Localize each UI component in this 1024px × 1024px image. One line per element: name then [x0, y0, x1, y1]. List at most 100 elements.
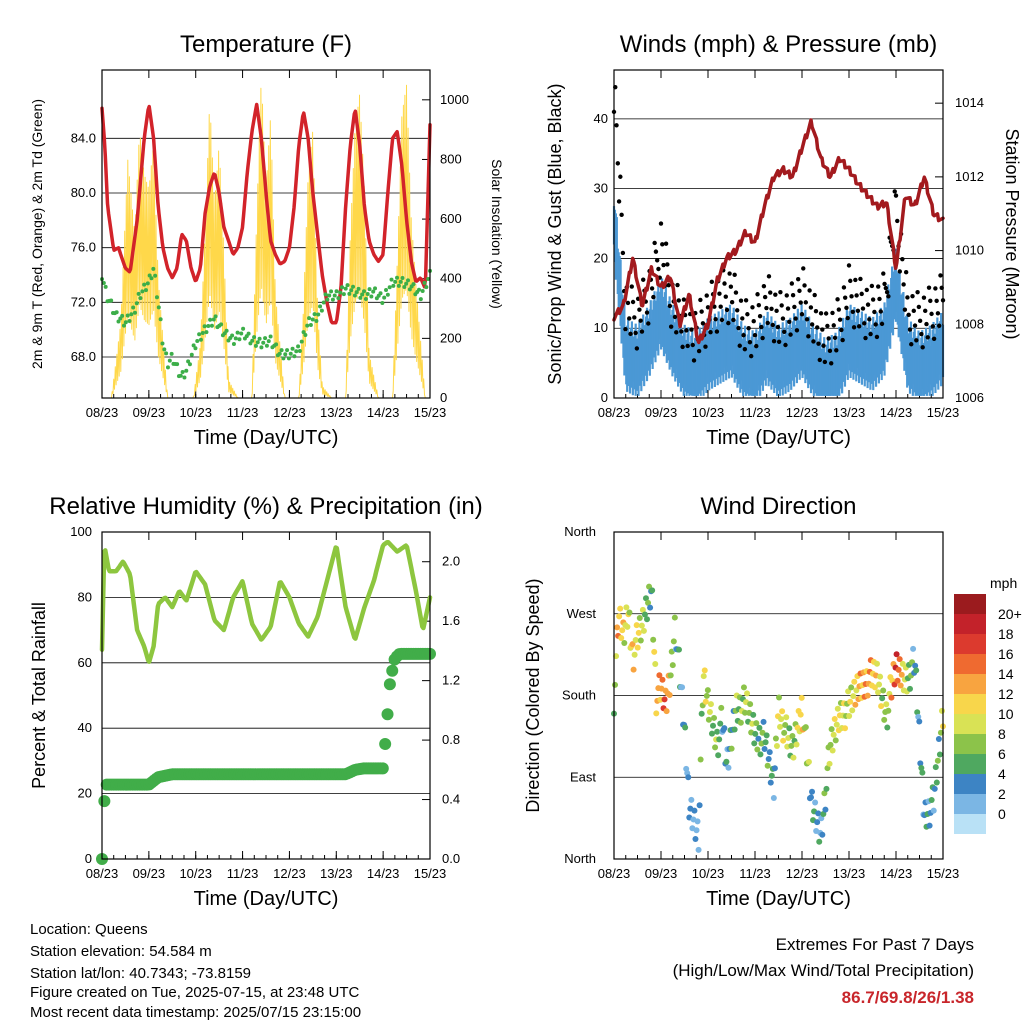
direction-point: [737, 719, 744, 726]
gust-point: [832, 335, 838, 341]
legend-label: 20+: [998, 606, 1022, 622]
direction-point: [656, 672, 663, 679]
direction-point: [666, 692, 673, 699]
dewpoint-point: [340, 285, 345, 290]
gust-point: [815, 325, 820, 330]
direction-point: [740, 684, 747, 691]
dewpoint-point: [303, 333, 308, 338]
temperature-line: [100, 102, 432, 325]
gust-point: [698, 297, 703, 303]
y-axis-label: Direction (Colored By Speed): [523, 578, 543, 812]
dewpoint-point: [391, 283, 396, 288]
direction-point: [762, 739, 769, 746]
gust-point: [748, 353, 754, 359]
y-tick-label: 10: [594, 320, 608, 335]
direction-point: [760, 718, 767, 725]
gust-point: [762, 294, 768, 300]
gust-point: [661, 262, 666, 268]
gust-point: [876, 284, 881, 289]
gust-point: [865, 302, 871, 307]
dewpoint-point: [143, 288, 148, 293]
gust-point: [735, 308, 740, 313]
dewpoint-point: [345, 283, 350, 288]
direction-point: [783, 714, 790, 721]
direction-point: [704, 687, 711, 694]
x-tick-label: 15/23: [414, 866, 447, 881]
gust-point: [840, 337, 845, 343]
dewpoint-point: [261, 340, 266, 345]
direction-point: [789, 733, 796, 740]
dewpoint-point: [384, 288, 389, 293]
y2-tick-label: 1.6: [442, 613, 460, 628]
dewpoint-point: [360, 292, 365, 297]
solar-series: [101, 84, 431, 399]
legend-swatch: [954, 594, 986, 614]
panel-winds: Winds (mph) & Pressure (mb) 08/23 09/23 10/…: [545, 31, 1022, 449]
direction-point: [632, 636, 639, 643]
direction-point: [770, 795, 777, 802]
gust-point: [666, 283, 671, 288]
direction-point: [635, 629, 642, 636]
dewpoint-point: [120, 313, 125, 318]
y2-tick-label: 1010: [955, 243, 984, 258]
gust-point: [752, 332, 758, 338]
direction-point: [842, 725, 849, 732]
gust-point: [658, 221, 664, 226]
gust-point: [750, 305, 755, 310]
gust-point: [646, 321, 651, 326]
direction-point: [634, 644, 641, 651]
dewpoint-point: [332, 293, 337, 298]
gust-point: [615, 161, 621, 166]
gust-point: [742, 346, 748, 352]
legend-swatch: [954, 774, 986, 794]
direction-point: [750, 711, 757, 718]
gust-point: [703, 344, 708, 349]
gust-point: [844, 305, 849, 311]
gust-point: [755, 292, 760, 297]
dewpoint-point: [418, 297, 423, 302]
direction-point: [814, 819, 821, 826]
direction-point: [780, 737, 787, 744]
gust-point: [873, 322, 878, 327]
direction-point: [832, 737, 839, 744]
direction-point: [644, 616, 651, 623]
direction-point: [697, 756, 704, 763]
gust-point: [793, 316, 798, 321]
gust-point: [928, 298, 933, 304]
dewpoint-point: [336, 296, 341, 301]
dewpoint-point: [274, 342, 279, 347]
gust-point: [639, 329, 645, 334]
direction-point: [661, 696, 668, 703]
direction-point: [773, 743, 780, 750]
gust-point: [764, 305, 769, 311]
gust-point: [809, 322, 815, 327]
direction-point: [710, 722, 717, 729]
legend-label: 8: [998, 726, 1006, 742]
y-tick-label: East: [570, 769, 596, 784]
gust-point: [784, 293, 789, 298]
y-tick-label: 20: [78, 786, 92, 801]
gust-point: [830, 310, 835, 316]
gust-point: [712, 304, 717, 309]
gust-point: [766, 274, 772, 279]
direction-point: [812, 799, 819, 806]
x-tick-label: 11/23: [227, 866, 259, 881]
panel-temperature: Temperature (F) 08/23 09/23 10/23 11/23 12/23…: [29, 31, 505, 449]
direction-point: [910, 645, 917, 652]
gust-point: [649, 286, 655, 291]
sustained-series: [612, 206, 945, 396]
legend-swatch: [954, 654, 986, 674]
gust-point: [644, 310, 650, 315]
gust-point: [790, 293, 796, 298]
x-axis-label: Time (Day/UTC): [194, 427, 339, 449]
gust-point: [851, 325, 857, 330]
y-axis-label: Percent & Total Rainfall: [29, 602, 49, 789]
legend-label: 10: [998, 706, 1014, 722]
plot-border: [613, 531, 944, 860]
gust-point: [912, 323, 918, 328]
dewpoint-point: [101, 281, 106, 286]
dewpoint-point: [132, 310, 137, 315]
direction-point: [852, 701, 859, 708]
panel-humidity: Relative Humidity (%) & Precipitation (i…: [29, 493, 483, 910]
gust-point: [726, 320, 731, 326]
